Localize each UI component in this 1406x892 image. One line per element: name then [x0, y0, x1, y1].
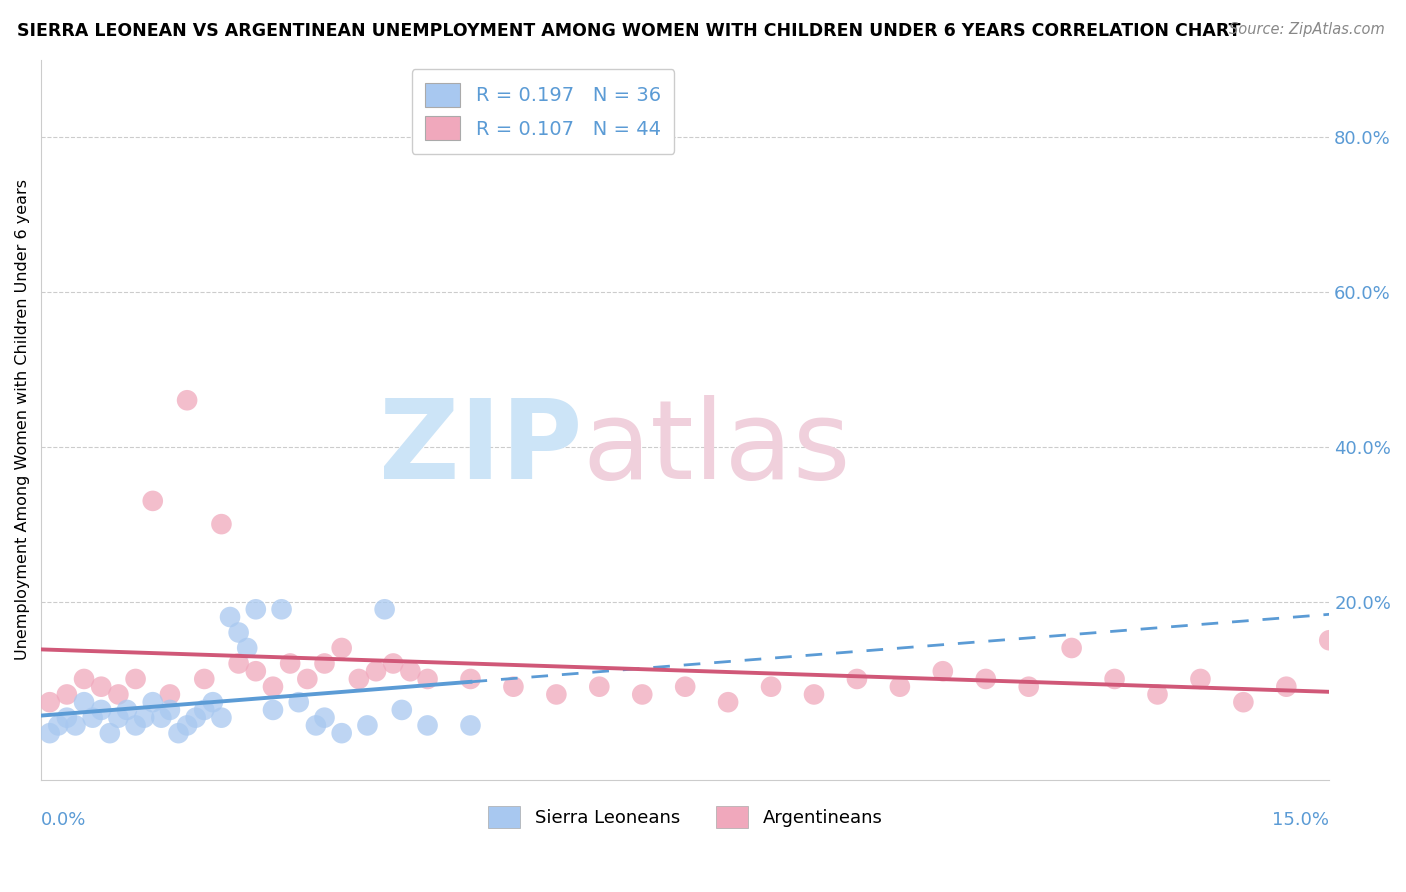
Point — [228, 657, 250, 671]
Text: atlas: atlas — [582, 395, 851, 502]
Point — [107, 711, 129, 725]
Point — [416, 718, 439, 732]
Point — [56, 711, 79, 725]
Point — [1018, 680, 1040, 694]
Point — [1060, 640, 1083, 655]
Point — [374, 602, 396, 616]
Point — [759, 680, 782, 694]
Point — [546, 688, 568, 702]
Point — [460, 718, 482, 732]
Point — [193, 703, 215, 717]
Point — [134, 711, 156, 725]
Text: Source: ZipAtlas.com: Source: ZipAtlas.com — [1229, 22, 1385, 37]
Point — [193, 672, 215, 686]
Point — [297, 672, 319, 686]
Point — [142, 494, 165, 508]
Point — [974, 672, 997, 686]
Point — [150, 711, 173, 725]
Point — [416, 672, 439, 686]
Y-axis label: Unemployment Among Women with Children Under 6 years: Unemployment Among Women with Children U… — [15, 179, 30, 660]
Point — [73, 695, 96, 709]
Point — [356, 718, 378, 732]
Point — [90, 680, 112, 694]
Point — [287, 695, 309, 709]
Point — [1317, 633, 1340, 648]
Point — [305, 718, 328, 732]
Point — [314, 657, 336, 671]
Point — [1232, 695, 1254, 709]
Point — [38, 726, 60, 740]
Point — [167, 726, 190, 740]
Point — [330, 640, 353, 655]
Point — [211, 517, 233, 532]
Point — [184, 711, 207, 725]
Point — [73, 672, 96, 686]
Point — [347, 672, 370, 686]
Point — [124, 672, 146, 686]
Point — [219, 610, 242, 624]
Point — [364, 664, 387, 678]
Point — [330, 726, 353, 740]
Point — [270, 602, 292, 616]
Point — [201, 695, 224, 709]
Point — [159, 703, 181, 717]
Point — [1189, 672, 1212, 686]
Text: SIERRA LEONEAN VS ARGENTINEAN UNEMPLOYMENT AMONG WOMEN WITH CHILDREN UNDER 6 YEA: SIERRA LEONEAN VS ARGENTINEAN UNEMPLOYME… — [17, 22, 1240, 40]
Text: 0.0%: 0.0% — [41, 811, 87, 829]
Point — [673, 680, 696, 694]
Point — [38, 695, 60, 709]
Point — [56, 688, 79, 702]
Point — [845, 672, 868, 686]
Point — [278, 657, 301, 671]
Legend: Sierra Leoneans, Argentineans: Sierra Leoneans, Argentineans — [481, 799, 890, 836]
Point — [159, 688, 181, 702]
Point — [1146, 688, 1168, 702]
Point — [228, 625, 250, 640]
Point — [65, 718, 87, 732]
Point — [176, 393, 198, 408]
Point — [382, 657, 405, 671]
Point — [932, 664, 955, 678]
Point — [631, 688, 654, 702]
Text: ZIP: ZIP — [378, 395, 582, 502]
Point — [262, 703, 284, 717]
Point — [236, 640, 259, 655]
Point — [245, 602, 267, 616]
Point — [90, 703, 112, 717]
Point — [245, 664, 267, 678]
Point — [460, 672, 482, 686]
Point — [314, 711, 336, 725]
Point — [588, 680, 610, 694]
Point — [211, 711, 233, 725]
Point — [107, 688, 129, 702]
Point — [502, 680, 524, 694]
Point — [82, 711, 104, 725]
Point — [1104, 672, 1126, 686]
Point — [46, 718, 69, 732]
Text: 15.0%: 15.0% — [1272, 811, 1329, 829]
Point — [262, 680, 284, 694]
Point — [115, 703, 138, 717]
Point — [717, 695, 740, 709]
Point — [803, 688, 825, 702]
Point — [98, 726, 121, 740]
Point — [176, 718, 198, 732]
Point — [399, 664, 422, 678]
Point — [889, 680, 911, 694]
Point — [124, 718, 146, 732]
Point — [1275, 680, 1298, 694]
Point — [391, 703, 413, 717]
Point — [142, 695, 165, 709]
